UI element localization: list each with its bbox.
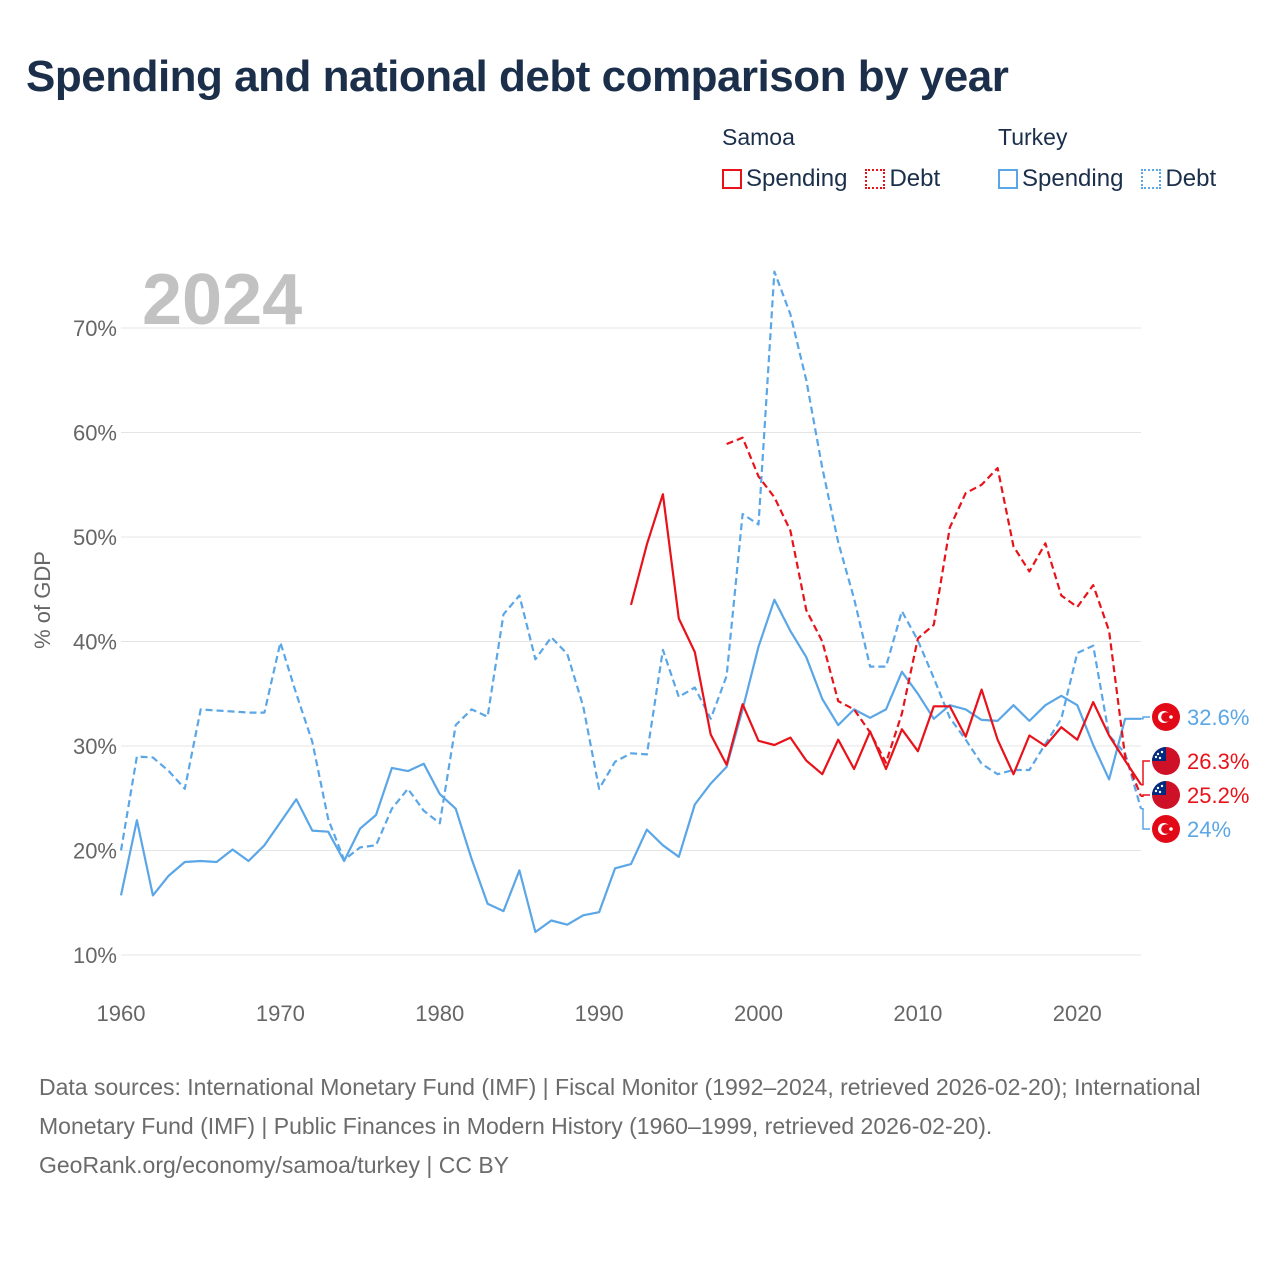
turkey-flag-crescent-cut [1161, 824, 1171, 834]
turkey-flag-star [1169, 827, 1173, 831]
legend-label: Spending [746, 165, 848, 192]
legend-group-turkey: Turkey Spending Debt [998, 124, 1234, 193]
end-label-connector [1141, 760, 1150, 786]
legend-swatch-turkey-debt [1141, 169, 1162, 189]
y-tick-label: 50% [73, 525, 117, 550]
footer: Data sources: International Monetary Fun… [39, 1068, 1239, 1185]
turkey-flag-star [1169, 715, 1173, 719]
samoa-flag-star [1156, 786, 1160, 790]
turkey-flag-crescent-cut [1161, 712, 1171, 722]
y-tick-label: 60% [73, 421, 117, 446]
x-tick-label: 1970 [256, 1001, 305, 1026]
x-tick-label: 1990 [575, 1001, 624, 1026]
y-axis-label: % of GDP [30, 551, 55, 649]
y-tick-label: 20% [73, 839, 117, 864]
data-sources: Data sources: International Monetary Fun… [39, 1074, 1201, 1139]
page-title: Spending and national debt comparison by… [26, 52, 1009, 101]
y-tick-label: 30% [73, 734, 117, 759]
legend-country-turkey: Turkey [998, 124, 1068, 150]
legend-swatch-samoa-debt [865, 169, 886, 189]
legend-swatch-samoa-spending [722, 169, 742, 189]
x-tick-label: 2020 [1053, 1001, 1102, 1026]
legend-item-turkey-debt[interactable]: Debt [1141, 165, 1216, 193]
series-line-turkey-spending [119, 598, 1141, 934]
samoa-flag-star [1158, 790, 1162, 794]
credit-link[interactable]: GeoRank.org/economy/samoa/turkey | CC BY [39, 1152, 510, 1178]
legend-label: Debt [889, 165, 941, 192]
series-line-turkey-debt [119, 270, 1143, 862]
samoa-flag-star [1154, 755, 1158, 759]
year-watermark: 2024 [142, 260, 302, 340]
legend-swatch-turkey-spending [998, 169, 1018, 189]
legend-label: Spending [1022, 165, 1124, 192]
x-tick-label: 2010 [893, 1001, 942, 1026]
x-tick-label: 1980 [415, 1001, 464, 1026]
end-value-label: 24% [1187, 817, 1231, 842]
x-tick-label: 2000 [734, 1001, 783, 1026]
legend-group-samoa: Samoa Spending Debt [722, 124, 958, 193]
samoa-flag-star [1156, 752, 1160, 756]
y-tick-label: 40% [73, 630, 117, 655]
samoa-flag-star [1154, 789, 1158, 793]
legend-country-samoa: Samoa [722, 124, 795, 150]
end-label-connector [1141, 807, 1150, 830]
x-tick-label: 1960 [97, 1001, 146, 1026]
series-line-samoa-debt [726, 436, 1143, 797]
samoa-flag-star [1160, 750, 1164, 754]
legend-label: Debt [1165, 165, 1217, 192]
samoa-flag-star [1158, 756, 1162, 760]
end-value-label: 25.2% [1187, 783, 1249, 808]
samoa-flag-star [1160, 784, 1164, 788]
end-label-connector [1141, 794, 1150, 797]
end-value-label: 26.3% [1187, 749, 1249, 774]
legend-item-samoa-spending[interactable]: Spending [722, 165, 847, 193]
legend-item-samoa-debt[interactable]: Debt [865, 165, 940, 193]
legend-item-turkey-spending[interactable]: Spending [998, 165, 1123, 193]
end-label-connector [1141, 716, 1150, 720]
y-tick-label: 70% [73, 316, 117, 341]
series-line-samoa-spending [629, 493, 1142, 786]
end-value-label: 32.6% [1187, 705, 1249, 730]
y-tick-label: 10% [73, 943, 117, 968]
